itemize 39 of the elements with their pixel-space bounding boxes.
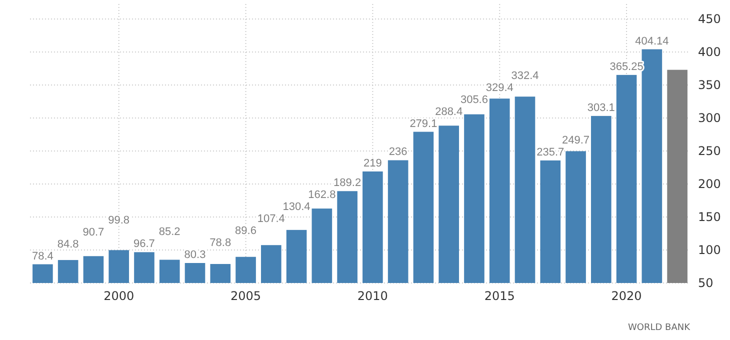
y-tick-label: 150 [698, 210, 721, 224]
y-tick-label: 50 [698, 276, 714, 290]
data-label: 89.6 [235, 225, 256, 237]
data-label: 99.8 [108, 214, 130, 226]
data-label: 235.7 [536, 146, 564, 158]
y-tick-label: 350 [698, 78, 721, 92]
y-tick-label: 100 [698, 243, 721, 257]
data-label: 249.7 [562, 134, 590, 146]
x-tick-label: 2000 [104, 289, 134, 303]
data-label: 279.1 [410, 118, 438, 130]
data-label: 78.4 [32, 250, 54, 262]
data-label: 189.2 [334, 177, 362, 189]
data-label: 404.14 [635, 35, 669, 48]
y-tick-label: 200 [698, 177, 721, 191]
data-label: 305.6 [460, 94, 488, 106]
data-label: 78.8 [210, 237, 232, 249]
data-label: 90.7 [82, 226, 104, 238]
data-label: 80.3 [184, 249, 206, 261]
y-tick-label: 400 [698, 45, 721, 59]
x-tick-label: 2005 [230, 289, 262, 303]
data-label: 85.2 [158, 226, 180, 238]
data-label: 329.4 [486, 82, 514, 94]
data-label: 288.4 [435, 106, 463, 118]
data-label: 236 [388, 146, 408, 158]
y-tick-label: 450 [698, 12, 721, 26]
x-tick-label: 2015 [484, 289, 515, 303]
y-tick-label: 250 [698, 144, 721, 158]
data-label: 107.4 [257, 213, 285, 225]
y-tick-label: 300 [698, 111, 721, 125]
data-label: 84.8 [57, 238, 79, 250]
x-tick-label: 2020 [611, 289, 642, 303]
data-label: 219 [364, 157, 382, 170]
data-label: 130.4 [282, 201, 310, 213]
data-label: 303.1 [587, 102, 615, 114]
text: WORLD BANK [628, 323, 692, 333]
data-label: 332.4 [511, 70, 539, 82]
data-label: 162.8 [308, 189, 336, 201]
data-label: 96.7 [134, 238, 155, 250]
x-tick-label: 2010 [357, 289, 388, 303]
